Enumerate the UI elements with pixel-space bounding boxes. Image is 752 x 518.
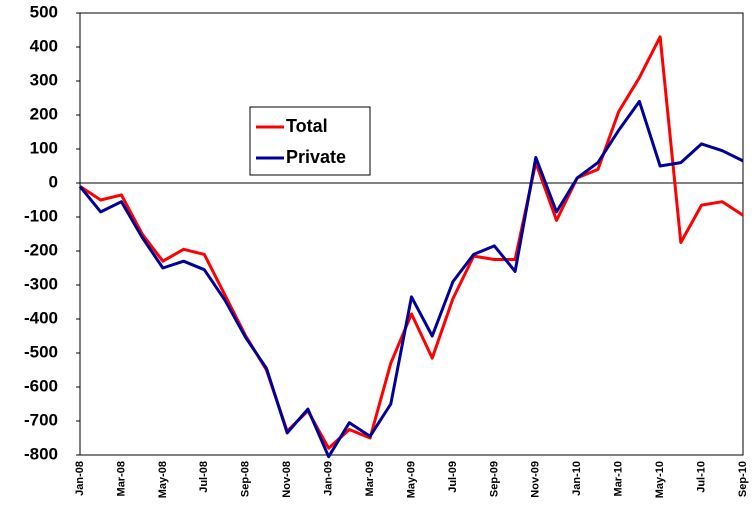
y-tick-label: -500: [24, 342, 58, 361]
x-tick-label: May-09: [405, 461, 417, 498]
x-tick-label: Jan-10: [571, 461, 583, 496]
y-tick-label: -100: [24, 206, 58, 225]
x-tick-label: Nov-08: [281, 461, 293, 498]
x-tick-label: Nov-09: [530, 461, 542, 498]
x-tick-label: May-10: [654, 461, 666, 498]
x-tick-label: Jan-09: [323, 461, 335, 496]
y-tick-label: 0: [49, 172, 58, 191]
legend: [249, 106, 371, 176]
y-tick-label: -700: [24, 410, 58, 429]
x-tick-label: Sep-09: [488, 461, 500, 497]
x-tick-label: Jul-08: [198, 461, 210, 493]
y-tick-label: -400: [24, 308, 58, 327]
y-tick-label: 400: [30, 36, 58, 55]
x-tick-label: Jan-08: [74, 461, 86, 496]
y-tick-label: 200: [30, 104, 58, 123]
y-tick-label: 500: [30, 2, 58, 21]
legend-label: Total: [286, 116, 328, 136]
legend-label: Private: [286, 147, 346, 167]
x-tick-label: Mar-10: [613, 461, 625, 496]
y-tick-label: 300: [30, 70, 58, 89]
y-tick-label: -600: [24, 376, 58, 395]
x-tick-label: Sep-10: [737, 461, 749, 497]
plot-area: [79, 12, 744, 456]
series-line: [78, 99, 744, 459]
x-tick-label: Mar-09: [364, 461, 376, 496]
y-tick-label: -200: [24, 240, 58, 259]
x-tick-label: Jul-09: [447, 461, 459, 493]
series-line: [79, 35, 744, 450]
x-tick-label: May-08: [157, 461, 169, 498]
y-tick-label: 100: [30, 138, 58, 157]
x-tick-label: Mar-08: [115, 461, 127, 496]
y-tick-label: -800: [24, 444, 58, 463]
x-tick-label: Sep-08: [240, 461, 252, 497]
y-tick-label: -300: [24, 274, 58, 293]
x-tick-label: Jul-10: [695, 461, 707, 493]
